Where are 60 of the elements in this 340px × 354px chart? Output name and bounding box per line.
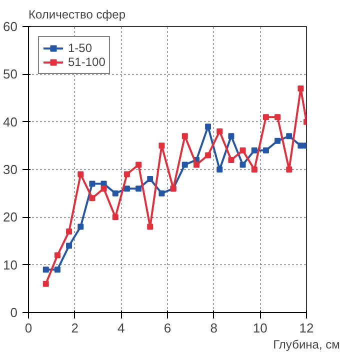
y-tick-label: 0 [10, 305, 18, 320]
point [262, 147, 269, 154]
point [147, 176, 154, 182]
point [251, 166, 258, 172]
point [147, 224, 154, 230]
point [274, 138, 281, 144]
y-tick-label: 10 [3, 257, 18, 272]
y-tick-label: 30 [3, 162, 18, 177]
point [89, 180, 96, 187]
point [182, 133, 188, 140]
x-tick-label: 6 [164, 320, 172, 336]
point [42, 280, 49, 287]
point [158, 190, 165, 196]
point [240, 162, 246, 168]
x-tick-label: 2 [71, 320, 78, 336]
point [286, 133, 292, 140]
point [274, 114, 281, 120]
point [298, 142, 304, 149]
point [182, 162, 188, 168]
point [124, 186, 130, 192]
x-tick-label: 10 [252, 320, 268, 336]
point [89, 195, 96, 202]
y-tick-label: 50 [3, 66, 18, 82]
point [216, 128, 223, 134]
point [205, 152, 212, 158]
y-tick-label: 20 [3, 210, 18, 225]
point [78, 171, 84, 178]
point [286, 166, 292, 172]
point [54, 252, 60, 258]
x-tick-label: 4 [118, 320, 125, 336]
point [112, 190, 118, 196]
point [54, 266, 60, 273]
legend-label: 51-100 [68, 55, 106, 69]
point [158, 142, 165, 149]
point [298, 85, 304, 92]
point [193, 162, 200, 168]
x-tick-label: 12 [299, 320, 314, 336]
y-tick-label: 40 [3, 114, 18, 130]
x-tick-label: 0 [24, 320, 32, 336]
point [100, 186, 107, 192]
point [216, 166, 223, 172]
x-axis-title: Глубина, см [273, 338, 340, 352]
point [112, 214, 118, 220]
point [136, 186, 142, 192]
point [136, 162, 142, 168]
point [228, 133, 234, 140]
y-axis-title: Количество сфер [28, 8, 126, 22]
point [240, 147, 246, 154]
point [42, 266, 49, 273]
point [205, 124, 212, 130]
y-tick-label: 60 [3, 19, 18, 34]
point [262, 114, 269, 120]
x-tick-label: 8 [210, 320, 218, 336]
point [78, 224, 84, 230]
point [66, 242, 72, 249]
point [251, 147, 258, 154]
point [228, 156, 234, 163]
legend-label: 1-50 [68, 41, 92, 55]
point [66, 228, 72, 234]
point [124, 171, 130, 178]
